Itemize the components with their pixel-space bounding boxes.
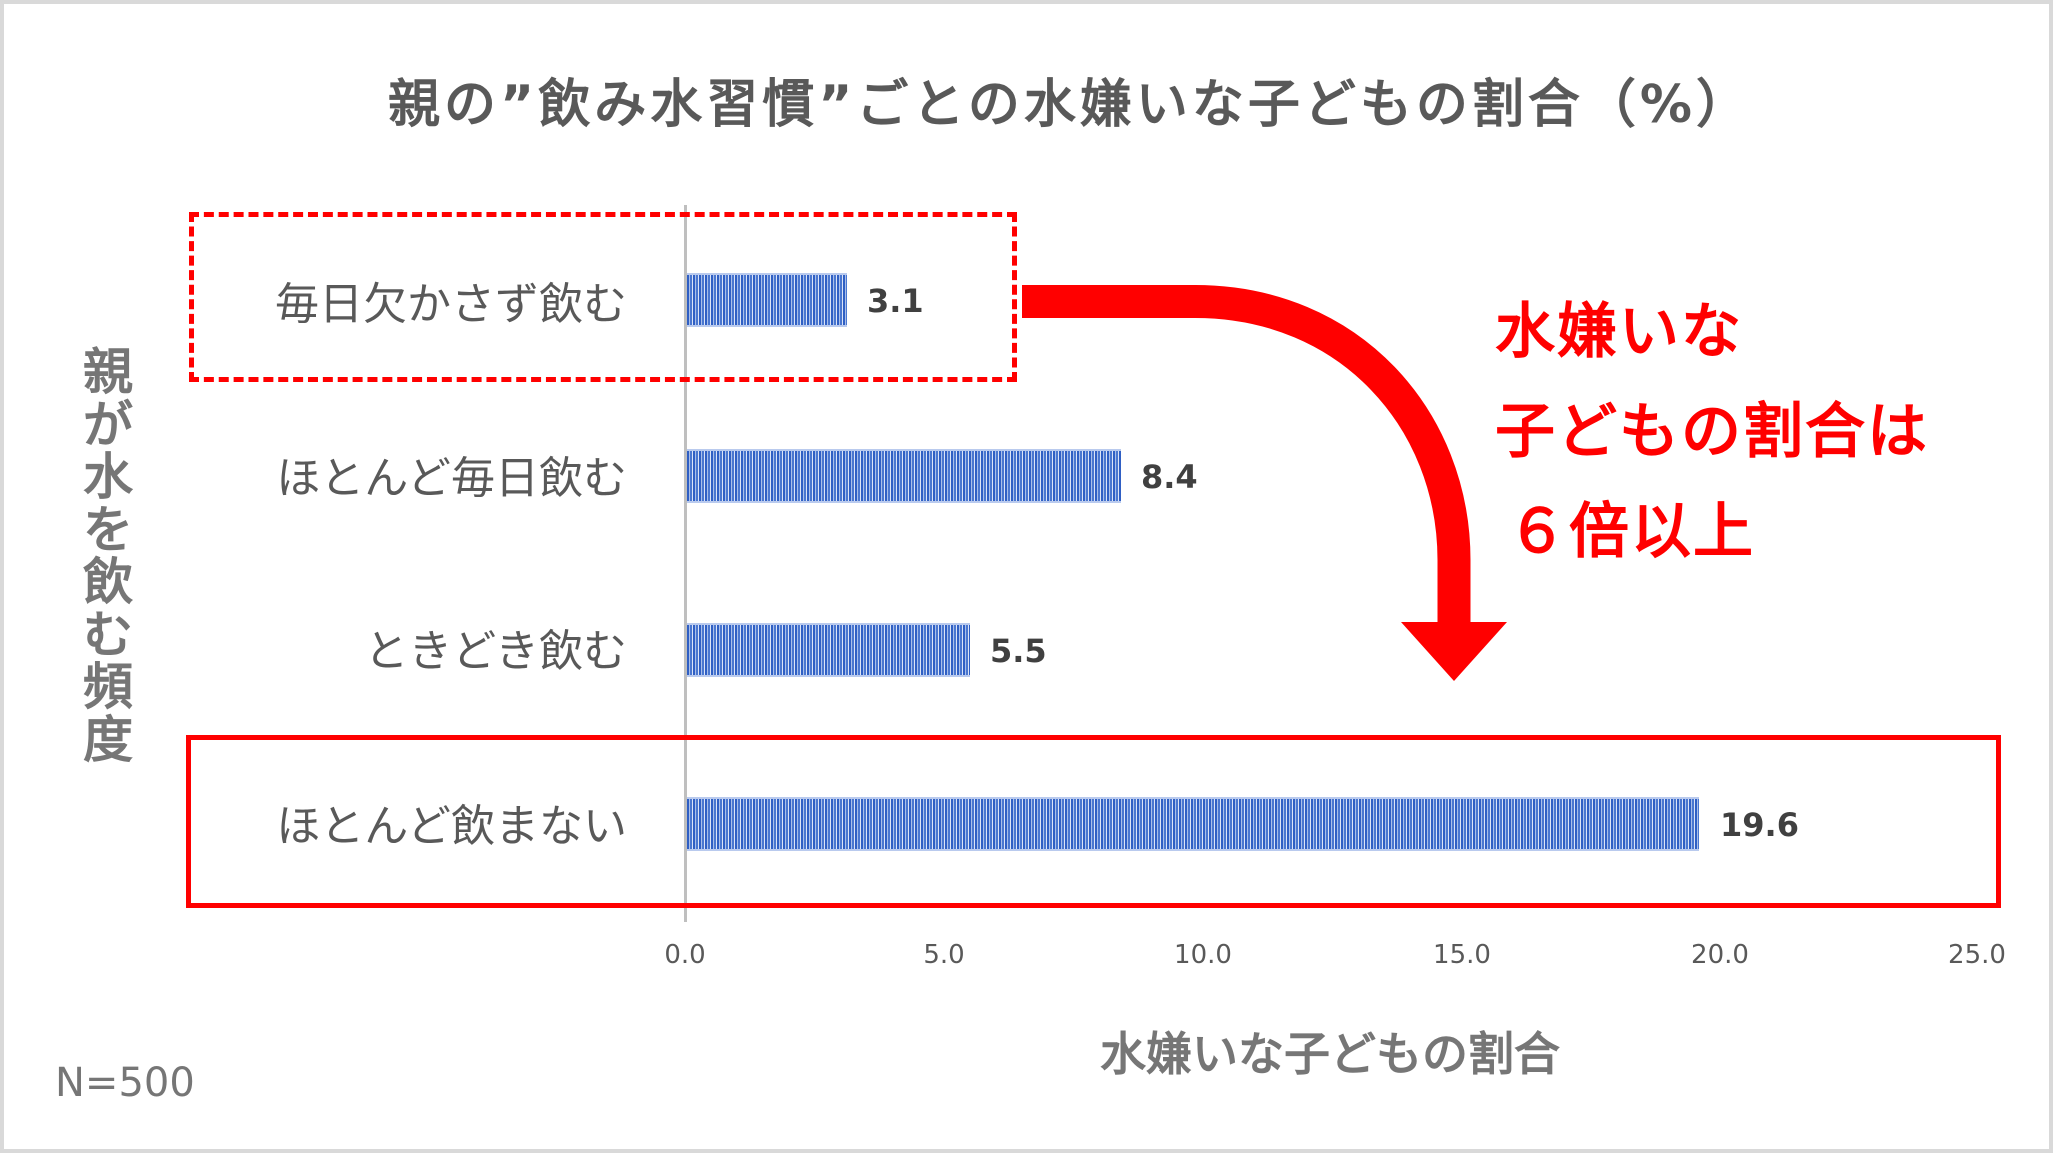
bar-every-day [687, 273, 847, 327]
y-axis-title-char: 親 [83, 343, 133, 401]
callout-line: 子どもの割合は [1495, 397, 1929, 467]
highlight-dashed-box [189, 212, 1017, 382]
x-tick-label: 0.0 [664, 940, 706, 970]
category-label: 毎日欠かさず飲む [275, 279, 627, 330]
bar-rarely [687, 797, 1699, 851]
sample-size-note: N=500 [55, 1060, 195, 1106]
highlight-solid-box [186, 735, 2001, 908]
category-label: ほとんど飲まない [276, 801, 627, 852]
bar-sometimes [687, 623, 970, 677]
y-axis-title-char: む [83, 605, 133, 664]
x-tick-label: 15.0 [1433, 940, 1491, 970]
data-label: 19.6 [1720, 806, 1799, 844]
y-axis-title-char: が [83, 395, 133, 454]
data-label: 5.5 [990, 632, 1047, 670]
y-axis-title-char: 飲 [83, 553, 133, 611]
chart-title: 親の”飲み水習慣”ごとの水嫌いな子どもの割合（%） [388, 75, 1752, 135]
callout-line: ６倍以上 [1507, 497, 1755, 567]
y-axis-title-char: を [83, 500, 133, 559]
x-tick-label: 20.0 [1691, 940, 1749, 970]
y-axis-line [684, 205, 687, 922]
callout-line: 水嫌いな [1495, 297, 1743, 367]
data-label: 8.4 [1141, 458, 1198, 496]
y-axis-title-char: 度 [83, 710, 133, 769]
category-label: ときどき飲む [364, 626, 627, 677]
y-axis-title-char: 水 [83, 448, 133, 506]
callout-text: 水嫌いな 子どもの割合は ６倍以上 [1495, 282, 1929, 582]
x-axis-title: 水嫌いな子どもの割合 [1100, 1027, 1560, 1081]
x-tick-label: 5.0 [923, 940, 965, 970]
bar-almost-every-day [687, 449, 1121, 503]
x-tick-label: 25.0 [1948, 940, 2006, 970]
x-tick-label: 10.0 [1174, 940, 1232, 970]
y-axis-title: 親 が 水 を 飲 む 頻 度 [80, 346, 136, 766]
y-axis-title-char: 頻 [83, 658, 133, 716]
category-label: ほとんど毎日飲む [276, 453, 627, 504]
data-label: 3.1 [867, 282, 924, 320]
